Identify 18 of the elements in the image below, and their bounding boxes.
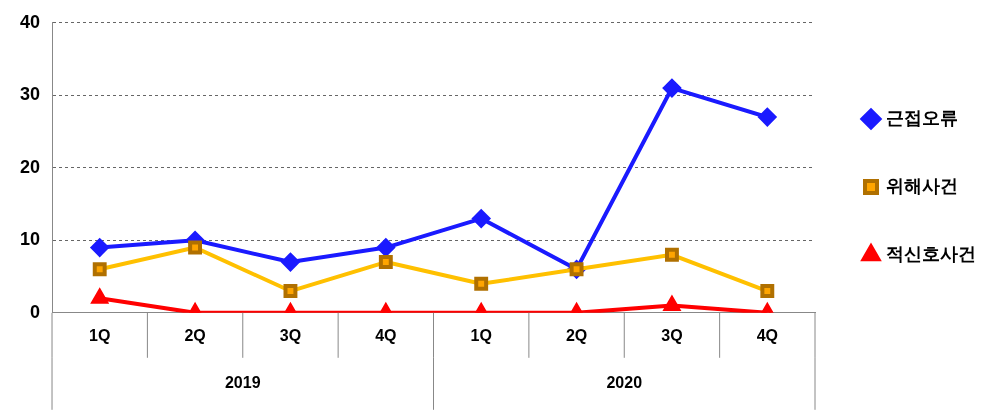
x-tick-label: 3Q: [661, 326, 683, 344]
x-tick-label: 2Q: [184, 326, 206, 344]
y-tick-label: 10: [19, 229, 41, 250]
y-tick-label: 0: [30, 301, 41, 322]
legend-label: 위해사건: [886, 175, 958, 196]
y-tick-label: 40: [19, 11, 41, 32]
x-tick-label: 2Q: [565, 326, 588, 344]
legend-label: 적신호사건: [886, 243, 976, 264]
x-tick-label: 4Q: [375, 326, 397, 344]
text: 2019: [224, 374, 261, 392]
x-tick-label: 4Q: [756, 326, 778, 344]
y-tick-label: 20: [19, 156, 41, 177]
x-tick-label: 1Q: [89, 326, 111, 344]
y-tick-label: 30: [19, 84, 41, 105]
x-tick-label: 3Q: [279, 326, 302, 344]
text: 2020: [606, 374, 643, 392]
legend-label: 근접오류: [886, 107, 958, 128]
x-tick-label: 1Q: [470, 326, 492, 344]
